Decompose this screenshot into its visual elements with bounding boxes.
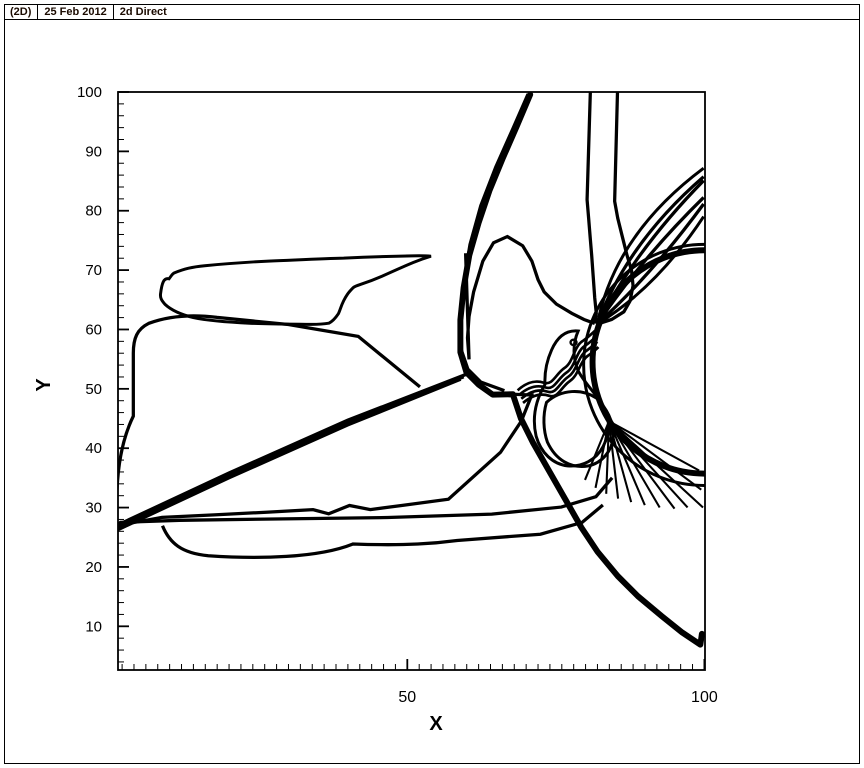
svg-text:100: 100: [691, 689, 718, 706]
svg-text:70: 70: [85, 262, 102, 279]
svg-text:90: 90: [85, 143, 102, 160]
svg-text:80: 80: [85, 203, 102, 220]
svg-text:X: X: [429, 713, 443, 735]
svg-text:50: 50: [85, 381, 102, 398]
svg-text:Y: Y: [33, 378, 55, 392]
svg-text:100: 100: [77, 84, 102, 101]
svg-text:20: 20: [85, 559, 102, 576]
svg-text:10: 10: [85, 618, 102, 635]
svg-text:60: 60: [85, 321, 102, 338]
svg-text:40: 40: [85, 440, 102, 457]
svg-text:50: 50: [398, 689, 416, 706]
svg-text:30: 30: [85, 500, 102, 517]
